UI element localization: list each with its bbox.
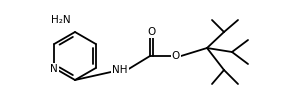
Text: NH: NH [112,65,128,75]
Text: H₂N: H₂N [51,15,71,25]
Text: O: O [172,51,180,61]
Text: N: N [50,64,58,74]
Text: O: O [147,27,155,37]
